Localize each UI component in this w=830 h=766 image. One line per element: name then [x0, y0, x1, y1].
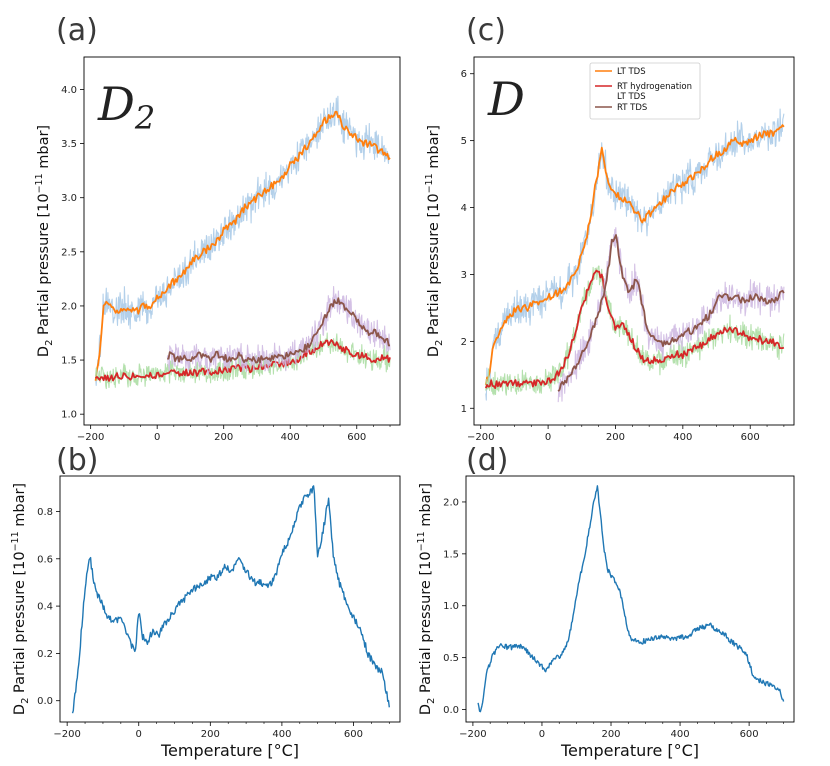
y-axis-label: D2 Partial pressure [10−11 mbar]	[34, 125, 55, 357]
species-label: D	[487, 72, 525, 126]
x-tick-label: −200	[77, 432, 104, 443]
panel-label: (c)	[466, 13, 506, 48]
series-line-rt-tds-raw	[557, 227, 785, 403]
y-tick-label: 6	[461, 69, 467, 80]
y-tick-label: 3.5	[61, 139, 77, 150]
axes-frame	[59, 475, 401, 723]
series-line-difference	[477, 485, 785, 713]
legend-entry: RT hydrogenation	[617, 82, 692, 92]
x-tick-label: 400	[281, 432, 300, 443]
x-tick-label: 400	[671, 729, 690, 740]
x-tick-label: 0	[539, 729, 545, 740]
x-tick-label: 200	[214, 432, 233, 443]
y-tick-label: 4.0	[61, 85, 77, 96]
x-tick-label: 400	[272, 729, 291, 740]
x-tick-label: 400	[673, 432, 692, 443]
y-tick-label: 0.2	[37, 649, 53, 660]
x-tick-label: 0	[545, 432, 551, 443]
axes-frame	[465, 475, 795, 723]
legend-box	[589, 62, 701, 120]
y-tick-label: 0.8	[37, 507, 53, 518]
series-line-lt-tds	[484, 124, 785, 386]
y-tick-label: 1.5	[443, 549, 459, 560]
y-tick-label: 0.4	[37, 602, 53, 613]
x-tick-label: −200	[459, 729, 486, 740]
legend-entry: RT TDS	[617, 103, 647, 113]
y-tick-label: 3	[461, 270, 467, 281]
y-tick-label: 2.0	[443, 497, 459, 508]
series-line-lt-tds-raw	[485, 108, 785, 401]
plot-area	[484, 108, 785, 403]
x-tick-label: 600	[344, 729, 363, 740]
x-tick-label: −200	[53, 729, 80, 740]
plot-area	[71, 485, 390, 714]
legend-entry: LT TDS	[617, 67, 646, 77]
series-line-difference	[71, 485, 390, 714]
species-label: D2	[97, 77, 155, 137]
panel-c: (c) −200 0 200 400 600 1 2 3 4 5 6 D2 Partial pressu…	[424, 13, 795, 443]
x-tick-label: 0	[154, 432, 160, 443]
series-line-rt-tds-raw	[166, 285, 391, 375]
y-tick-label: 5	[461, 136, 467, 147]
x-tick-label: 200	[201, 729, 220, 740]
y-tick-label: 1.0	[61, 410, 77, 421]
y-axis-label: D2 Partial pressure [10−11 mbar]	[424, 125, 445, 357]
y-tick-label: 0.0	[443, 705, 459, 716]
series-line-rt-hydrogenation-lt-tds	[484, 269, 785, 389]
x-tick-label: 600	[741, 432, 760, 443]
series-line-lt-tds	[94, 110, 391, 381]
y-tick-label: 3.0	[61, 193, 77, 204]
axes-frame	[473, 56, 795, 426]
y-tick-label: 2	[461, 337, 467, 348]
y-tick-label: 0.0	[37, 696, 53, 707]
x-tick-label: −200	[467, 432, 494, 443]
y-tick-label: 1.5	[61, 356, 77, 367]
y-tick-label: 4	[461, 203, 467, 214]
series-line-rt-tds	[167, 297, 391, 364]
x-tick-label: 200	[606, 432, 625, 443]
x-tick-label: 0	[136, 729, 142, 740]
y-tick-label: 1.0	[443, 601, 459, 612]
panel-label: (b)	[56, 443, 98, 478]
series-line-rt-tds	[557, 234, 785, 392]
y-tick-label: 2.0	[61, 301, 77, 312]
x-tick-label: 600	[347, 432, 366, 443]
legend-entry-line2: LT TDS	[617, 92, 646, 102]
axes-frame	[83, 56, 401, 426]
x-tick-label: 200	[601, 729, 620, 740]
plot-area	[477, 485, 785, 713]
panel-label: (d)	[466, 443, 508, 478]
y-tick-label: 2.5	[61, 247, 77, 258]
y-tick-label: 0.6	[37, 554, 53, 565]
x-tick-label: 600	[740, 729, 759, 740]
panel-d: (d) −200 0 200 400 600 0.0 0.5 1.0 1.5 2.0 D2 Parti…	[416, 443, 795, 760]
plot-area	[94, 95, 391, 390]
panel-a: (a) −200 0 200 400 600 1.0 1.5 2.0 2.5 3.0 3.5 4.0 D2…	[34, 13, 401, 443]
x-axis-label: Temperature [°C]	[160, 741, 299, 760]
y-tick-label: 1	[461, 404, 467, 415]
series-line-lt-tds-raw	[95, 95, 391, 386]
y-tick-label: 0.5	[443, 653, 459, 664]
panel-label: (a)	[56, 13, 98, 48]
panel-b: (b) −200 0 200 400 600 0.0 0.2 0.4 0.6 0.8 D2 Parti…	[10, 443, 401, 760]
y-axis-label: D2 Partial pressure [10−11 mbar]	[416, 483, 437, 715]
y-axis-label: D2 Partial pressure [10−11 mbar]	[10, 483, 31, 715]
x-axis-label: Temperature [°C]	[560, 741, 699, 760]
